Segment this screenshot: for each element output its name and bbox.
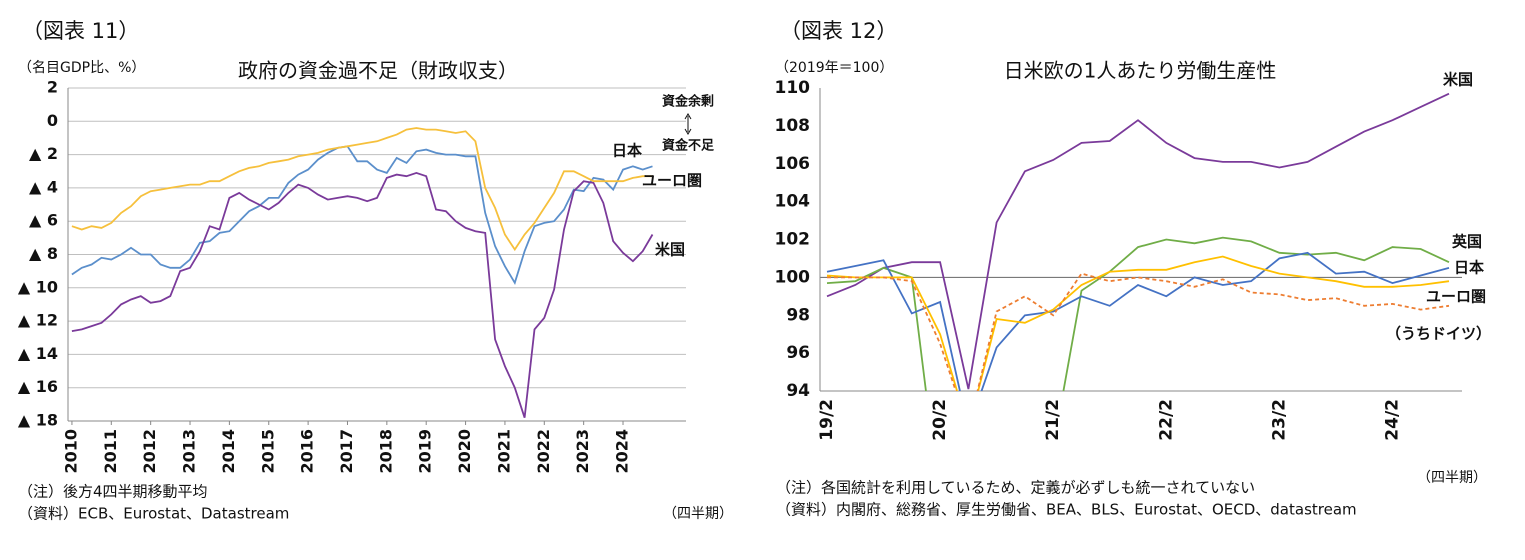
y-tick-label: ▲ 18 [18, 411, 58, 430]
series-label: ユーロ圏 [1426, 288, 1486, 306]
y-tick-label: ▲ 2 [29, 144, 58, 163]
y-tick-label: ▲ 8 [29, 244, 58, 263]
note: （注）各国統計を利用しているため、定義が必ずしも統一されていない [776, 479, 1255, 497]
y-tick-label: 2 [47, 78, 58, 97]
series-label: ユーロ圏 [642, 172, 702, 190]
x-tick-label: 2016 [298, 429, 317, 474]
note: （注）後方4四半期移動平均 [18, 483, 208, 501]
figure-number: （図表 12） [780, 19, 897, 43]
chart-title: 日米欧の1人あたり労働生産性 [1004, 59, 1277, 83]
annotation: 資金余剰 [662, 94, 714, 110]
y-tick-label: ▲ 4 [29, 177, 58, 196]
series-line [826, 92, 1450, 390]
y-tick-label: 104 [775, 192, 811, 212]
y-tick-label: 100 [775, 267, 811, 287]
series-label: 日本 [1454, 259, 1484, 277]
x-tick-label: 2018 [376, 429, 395, 474]
chart: （図表 11） 政府の資金過不足（財政収支） （名目GDP比、%） （注）後方4四半期… [18, 19, 733, 523]
series-label: 米国 [655, 241, 685, 259]
figure-number: （図表 11） [22, 19, 139, 43]
x-tick-label: 2011 [101, 429, 120, 474]
y-tick-label: 94 [786, 381, 810, 401]
x-unit: （四半期） [1417, 470, 1487, 486]
annotation: 資金不足 [662, 138, 715, 154]
y-axis-label: （名目GDP比、%） [18, 60, 145, 76]
x-tick-label: 2021 [494, 429, 513, 474]
y-tick-label: ▲ 6 [29, 211, 58, 230]
series-label: 米国 [1443, 71, 1473, 89]
series-line [826, 255, 1450, 391]
note: （資料）内閣府、総務省、厚生労働省、BEA、BLS、Eurostat、OECD、… [776, 501, 1357, 519]
plot-area [826, 92, 1450, 391]
x-unit: （四半期） [663, 506, 733, 522]
series-label: （うちドイツ） [1386, 325, 1491, 343]
x-tick-label: 2014 [219, 429, 238, 474]
x-tick-label: 20/2 [930, 399, 950, 441]
series-line [71, 145, 653, 285]
swap-arrow [684, 113, 692, 135]
y-tick-label: 102 [775, 230, 811, 250]
series-line [71, 127, 653, 252]
note: （資料）ECB、Eurostat、Datastream [18, 505, 289, 523]
x-tick-label: 23/2 [1269, 399, 1289, 441]
y-tick-label: 0 [47, 111, 58, 130]
y-tick-label: ▲ 16 [18, 377, 58, 396]
x-tick-label: 2022 [534, 429, 553, 474]
x-tick-label: 21/2 [1043, 399, 1063, 441]
x-tick-label: 2010 [61, 429, 80, 474]
x-tick-label: 24/2 [1382, 399, 1402, 441]
x-tick-label: 2019 [416, 429, 435, 474]
x-tick-label: 2024 [613, 429, 632, 474]
x-tick-label: 19/2 [817, 399, 837, 441]
x-tick-label: 2012 [140, 429, 159, 474]
y-tick-label: 98 [786, 305, 810, 325]
y-tick-label: ▲ 14 [18, 344, 58, 363]
x-tick-label: 2015 [258, 429, 277, 474]
series-line [71, 171, 654, 418]
y-axis-label: （2019年＝100） [775, 60, 893, 76]
chart-title: 政府の資金過不足（財政収支） [238, 59, 518, 83]
plot-area [71, 127, 654, 418]
y-tick-label: 106 [775, 154, 811, 174]
series-label: 英国 [1452, 233, 1482, 251]
y-tick-label: ▲ 10 [18, 277, 58, 296]
series-line [827, 272, 1450, 391]
x-tick-label: 2013 [180, 429, 199, 474]
x-tick-label: 2023 [573, 429, 592, 474]
y-tick-label: 108 [775, 116, 811, 136]
series-line [826, 251, 1450, 391]
x-tick-label: 2017 [337, 429, 356, 474]
chart: （図表 12） 日米欧の1人あたり労働生産性 （2019年＝100） （注）各国統計を… [775, 19, 1492, 519]
x-tick-label: 22/2 [1156, 399, 1176, 441]
y-tick-label: ▲ 12 [18, 311, 58, 330]
series-line [826, 236, 1450, 391]
series-label: 日本 [612, 142, 642, 160]
y-tick-label: 96 [786, 343, 810, 363]
y-tick-label: 110 [775, 78, 811, 98]
x-tick-label: 2020 [455, 429, 474, 474]
